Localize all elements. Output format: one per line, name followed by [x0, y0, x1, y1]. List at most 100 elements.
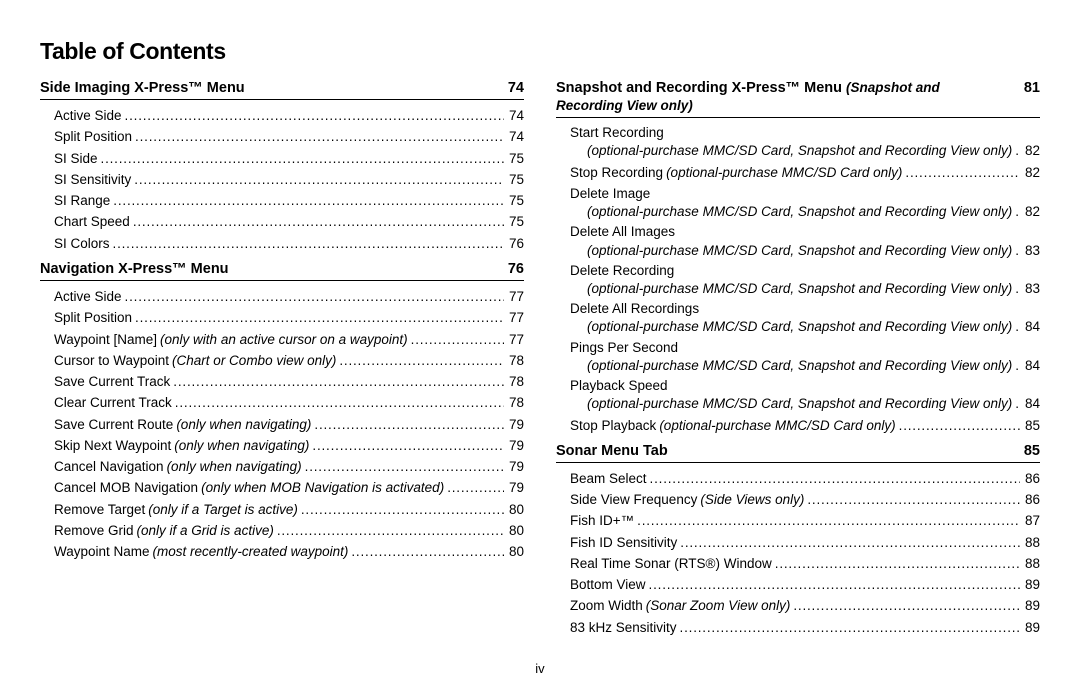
- toc-entry: Remove Grid(only if a Grid is active) 80: [54, 521, 524, 541]
- leaders: [301, 500, 504, 520]
- entry-page: 84: [1023, 357, 1040, 375]
- entry-label: Beam Select: [570, 469, 647, 489]
- leaders: [277, 521, 504, 541]
- entry-label: Skip Next Waypoint: [54, 436, 171, 456]
- entry-page: 80: [507, 521, 524, 541]
- entry-label: Fish ID+™: [570, 511, 634, 531]
- entry-page: 89: [1023, 618, 1040, 638]
- entry-page: 86: [1023, 490, 1040, 510]
- entry-page: 79: [507, 415, 524, 435]
- entry-page: 75: [507, 191, 524, 211]
- entry-page: 77: [507, 287, 524, 307]
- entry-page: 74: [507, 127, 524, 147]
- toc-entry: Stop Playback(optional-purchase MMC/SD C…: [570, 416, 1040, 436]
- entry-page: 88: [1023, 554, 1040, 574]
- entry-note: (Sonar Zoom View only): [643, 596, 791, 616]
- section-page: 85: [1018, 442, 1040, 460]
- entry-label: Clear Current Track: [54, 393, 172, 413]
- entry-label: Delete All Images: [570, 223, 1040, 241]
- leaders: [905, 163, 1020, 183]
- leaders: [134, 170, 504, 190]
- entry-page: 88: [1023, 533, 1040, 553]
- leaders: [1015, 280, 1020, 298]
- entry-label: Cursor to Waypoint: [54, 351, 169, 371]
- entry-label: Bottom View: [570, 575, 646, 595]
- leaders: [1015, 203, 1020, 221]
- entry-label: Save Current Route: [54, 415, 173, 435]
- leaders: [680, 533, 1020, 553]
- entry-page: 77: [507, 330, 524, 350]
- entry-note: (optional-purchase MMC/SD Card only): [656, 416, 895, 436]
- entry-label: Active Side: [54, 287, 122, 307]
- entry-label: Side View Frequency: [570, 490, 697, 510]
- entry-note: (only when navigating): [173, 415, 311, 435]
- entry-note: (only if a Grid is active): [134, 521, 274, 541]
- entry-label: Stop Recording: [570, 163, 663, 183]
- toc-entry: Clear Current Track 78: [54, 393, 524, 413]
- right-column: Snapshot and Recording X-Press™ Menu (Sn…: [556, 79, 1040, 639]
- entry-page: 74: [507, 106, 524, 126]
- toc-entry: Playback Speed (optional-purchase MMC/SD…: [570, 377, 1040, 413]
- entry-page: 84: [1023, 318, 1040, 336]
- entry-note: (optional-purchase MMC/SD Card, Snapshot…: [584, 142, 1012, 160]
- section-title: Side Imaging X-Press™ Menu: [40, 79, 494, 97]
- leaders: [680, 618, 1020, 638]
- entry-label: Delete Recording: [570, 262, 1040, 280]
- entry-note: (optional-purchase MMC/SD Card, Snapshot…: [584, 203, 1012, 221]
- page-number: iv: [0, 661, 1080, 676]
- toc-entry: Bottom View89: [570, 575, 1040, 595]
- toc-entry: Cancel MOB Navigation(only when MOB Navi…: [54, 478, 524, 498]
- entry-note: (Side Views only): [697, 490, 804, 510]
- entry-page: 76: [507, 234, 524, 254]
- toc-entry: Split Position74: [54, 127, 524, 147]
- entry-page: 78: [507, 372, 524, 392]
- leaders: [351, 542, 504, 562]
- leaders: [637, 511, 1020, 531]
- toc-entry: SI Side75: [54, 149, 524, 169]
- entry-page: 87: [1023, 511, 1040, 531]
- entry-page: 80: [507, 542, 524, 562]
- toc-entry: Side View Frequency(Side Views only) 86: [570, 490, 1040, 510]
- entry-page: 78: [507, 393, 524, 413]
- leaders: [173, 372, 504, 392]
- section-title-text: Snapshot and Recording X-Press™ Menu: [556, 80, 842, 96]
- entry-label: Split Position: [54, 308, 132, 328]
- entry-page: 83: [1023, 242, 1040, 260]
- toc-entry: Split Position77: [54, 308, 524, 328]
- toc-entry: SI Sensitivity75: [54, 170, 524, 190]
- entry-label: Remove Grid: [54, 521, 134, 541]
- entry-label: Fish ID Sensitivity: [570, 533, 677, 553]
- entry-page: 82: [1023, 203, 1040, 221]
- toc-entry: Chart Speed75: [54, 212, 524, 232]
- entry-label: Cancel MOB Navigation: [54, 478, 198, 498]
- leaders: [1015, 357, 1020, 375]
- leaders: [447, 478, 504, 498]
- entry-page: 84: [1023, 395, 1040, 413]
- toc-entry: Cancel Navigation(only when navigating)7…: [54, 457, 524, 477]
- leaders: [314, 415, 504, 435]
- section-title: Navigation X-Press™ Menu: [40, 260, 494, 278]
- page-title: Table of Contents: [40, 38, 1040, 65]
- entry-label: SI Colors: [54, 234, 110, 254]
- toc-entry: Skip Next Waypoint(only when navigating)…: [54, 436, 524, 456]
- entry-page: 79: [507, 436, 524, 456]
- leaders: [339, 351, 504, 371]
- entry-page: 86: [1023, 469, 1040, 489]
- entry-page: 82: [1023, 142, 1040, 160]
- entry-note: (most recently-created waypoint): [150, 542, 349, 562]
- entry-page: 80: [507, 500, 524, 520]
- entry-note: (optional-purchase MMC/SD Card, Snapshot…: [584, 318, 1012, 336]
- entry-label: Pings Per Second: [570, 339, 1040, 357]
- entry-label: SI Sensitivity: [54, 170, 131, 190]
- entry-page: 78: [507, 351, 524, 371]
- leaders: [775, 554, 1020, 574]
- page-container: Table of Contents Side Imaging X-Press™ …: [0, 0, 1080, 698]
- entry-label: SI Side: [54, 149, 98, 169]
- entry-note: (optional-purchase MMC/SD Card, Snapshot…: [584, 395, 1012, 413]
- entry-label: Chart Speed: [54, 212, 130, 232]
- section-header: Side Imaging X-Press™ Menu 74: [40, 79, 524, 100]
- entry-page: 79: [507, 478, 524, 498]
- entry-label: Stop Playback: [570, 416, 656, 436]
- toc-entry: Real Time Sonar (RTS®) Window88: [570, 554, 1040, 574]
- toc-entry: Beam Select 86: [570, 469, 1040, 489]
